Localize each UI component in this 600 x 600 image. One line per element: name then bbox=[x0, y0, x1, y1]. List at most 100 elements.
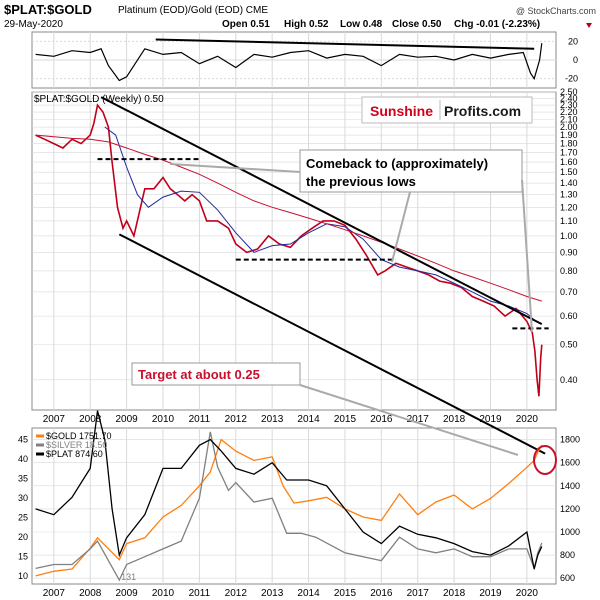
main-xtick-2016: 2016 bbox=[370, 414, 393, 425]
lower-xtick-2008: 2008 bbox=[79, 588, 102, 599]
lower-xtick-2007: 2007 bbox=[43, 588, 66, 599]
lower-left-tick-20: 20 bbox=[18, 532, 28, 542]
lower-xtick-2019: 2019 bbox=[479, 588, 502, 599]
lower-xtick-2018: 2018 bbox=[443, 588, 466, 599]
lower-xtick-2009: 2009 bbox=[115, 588, 138, 599]
lower-right-tick-1600: 1600 bbox=[560, 458, 580, 468]
main-ytick-1.90: 1.90 bbox=[560, 130, 578, 140]
comeback-line-1: Comeback to (approximately) bbox=[306, 156, 488, 171]
lower-xtick-2010: 2010 bbox=[152, 588, 175, 599]
target-callout-box bbox=[131, 362, 301, 386]
legend-silver: $SILVER 18.50 bbox=[46, 440, 107, 450]
main-xtick-2011: 2011 bbox=[189, 414, 211, 425]
indicator-line bbox=[35, 43, 543, 82]
main-xtick-2019: 2019 bbox=[479, 414, 502, 425]
axis-layer: 200-202.502.402.302.202.102.001.901.801.… bbox=[18, 36, 580, 599]
main-xtick-2010: 2010 bbox=[152, 414, 175, 425]
lower-left-tick-25: 25 bbox=[18, 513, 28, 523]
comeback-pointer-2 bbox=[391, 191, 411, 263]
main-xtick-2014: 2014 bbox=[297, 414, 320, 425]
chart-symbol: $PLAT:$GOLD bbox=[4, 2, 92, 17]
main-ytick-0.80: 0.80 bbox=[560, 266, 578, 276]
brand-blue-text: Profits.com bbox=[444, 103, 521, 119]
main-ytick-2.20: 2.20 bbox=[560, 107, 578, 117]
main-xtick-2020: 2020 bbox=[516, 414, 539, 425]
lower-left-tick-40: 40 bbox=[18, 454, 28, 464]
target-pointer bbox=[299, 384, 519, 456]
chart-date: 29-May-2020 bbox=[4, 19, 63, 30]
lower-xtick-2013: 2013 bbox=[261, 588, 284, 599]
main-ytick-0.70: 0.70 bbox=[560, 287, 578, 297]
main-panel-title: $PLAT:$GOLD (Weekly) 0.50 bbox=[34, 94, 164, 105]
comeback-line-2: the previous lows bbox=[306, 174, 416, 189]
ohlc-change: Chg -0.01 (-2.23%) bbox=[454, 19, 540, 30]
down-arrow-icon bbox=[586, 23, 592, 28]
lower-left-tick-45: 45 bbox=[18, 435, 28, 445]
indicator-tick-1: 0 bbox=[573, 55, 578, 65]
main-ytick-1.70: 1.70 bbox=[560, 148, 578, 158]
lower-xtick-2015: 2015 bbox=[334, 588, 357, 599]
main-xtick-2009: 2009 bbox=[115, 414, 138, 425]
lower-xtick-2020: 2020 bbox=[516, 588, 539, 599]
main-ytick-0.60: 0.60 bbox=[560, 311, 578, 321]
chart-description: Platinum (EOD)/Gold (EOD) CME bbox=[118, 5, 268, 16]
lower-series-silver bbox=[35, 431, 543, 582]
main-ytick-0.90: 0.90 bbox=[560, 247, 578, 257]
lower-right-tick-1800: 1800 bbox=[560, 435, 580, 445]
lower-right-tick-1000: 1000 bbox=[560, 527, 580, 537]
lower-xtick-2016: 2016 bbox=[370, 588, 393, 599]
lower-right-tick-1400: 1400 bbox=[560, 481, 580, 491]
target-circle bbox=[533, 445, 557, 475]
main-ytick-1.30: 1.30 bbox=[560, 190, 578, 200]
indicator-tick-2: -20 bbox=[565, 74, 578, 84]
lower-xtick-2012: 2012 bbox=[225, 588, 248, 599]
main-xtick-2017: 2017 bbox=[407, 414, 430, 425]
main-ytick-0.40: 0.40 bbox=[560, 375, 578, 385]
lower-left-tick-10: 10 bbox=[18, 571, 28, 581]
main-ytick-2.30: 2.30 bbox=[560, 100, 578, 110]
watermark: @ StockCharts.com bbox=[516, 6, 596, 16]
lower-right-tick-800: 800 bbox=[560, 550, 575, 560]
trendline-upper_channel bbox=[100, 96, 543, 326]
main-xtick-2008: 2008 bbox=[79, 414, 102, 425]
lower-panel-frame bbox=[31, 427, 557, 585]
lower-right-tick-1200: 1200 bbox=[560, 504, 580, 514]
main-ytick-1.00: 1.00 bbox=[560, 231, 578, 241]
main-ytick-0.50: 0.50 bbox=[560, 340, 578, 350]
main-xtick-2015: 2015 bbox=[334, 414, 357, 425]
lower-series-gold bbox=[35, 438, 543, 577]
comeback-pointer-1 bbox=[169, 163, 301, 173]
lower-xtick-2011: 2011 bbox=[189, 588, 211, 599]
series-layer bbox=[35, 38, 549, 582]
brand-red-text: Sunshine bbox=[370, 103, 433, 119]
main-ytick-1.80: 1.80 bbox=[560, 139, 578, 149]
main-ytick-2.10: 2.10 bbox=[560, 114, 578, 124]
lower-right-tick-600: 600 bbox=[560, 573, 575, 583]
main-series-ma_long bbox=[35, 134, 542, 302]
ohlc-high: High 0.52 bbox=[284, 19, 329, 30]
main-ytick-1.50: 1.50 bbox=[560, 167, 578, 177]
target-text: Target at about 0.25 bbox=[138, 367, 260, 382]
main-ytick-1.10: 1.10 bbox=[560, 216, 578, 226]
main-ytick-2.40: 2.40 bbox=[560, 93, 578, 103]
main-xtick-2013: 2013 bbox=[261, 414, 284, 425]
trendline-lower_channel bbox=[118, 233, 546, 455]
lower-left-tick-35: 35 bbox=[18, 474, 28, 484]
legend-gold: $GOLD 1751.70 bbox=[46, 431, 112, 441]
lower-xtick-2014: 2014 bbox=[297, 588, 320, 599]
ohlc-open: Open 0.51 bbox=[222, 19, 270, 30]
main-series-ma_short bbox=[104, 126, 537, 322]
main-xtick-2007: 2007 bbox=[43, 414, 66, 425]
main-ytick-2.00: 2.00 bbox=[560, 122, 578, 132]
main-ytick-1.20: 1.20 bbox=[560, 202, 578, 212]
lower-series-plat bbox=[35, 410, 543, 570]
legend-plat: $PLAT 874.60 bbox=[46, 449, 103, 459]
ohlc-low: Low 0.48 bbox=[340, 19, 383, 30]
main-xtick-2012: 2012 bbox=[225, 414, 248, 425]
lower-xtick-2017: 2017 bbox=[407, 588, 430, 599]
main-xtick-2018: 2018 bbox=[443, 414, 466, 425]
main-ytick-2.50: 2.50 bbox=[560, 87, 578, 97]
lower-left-tick-30: 30 bbox=[18, 493, 28, 503]
main-ytick-1.40: 1.40 bbox=[560, 178, 578, 188]
indicator-trendline bbox=[155, 38, 535, 50]
